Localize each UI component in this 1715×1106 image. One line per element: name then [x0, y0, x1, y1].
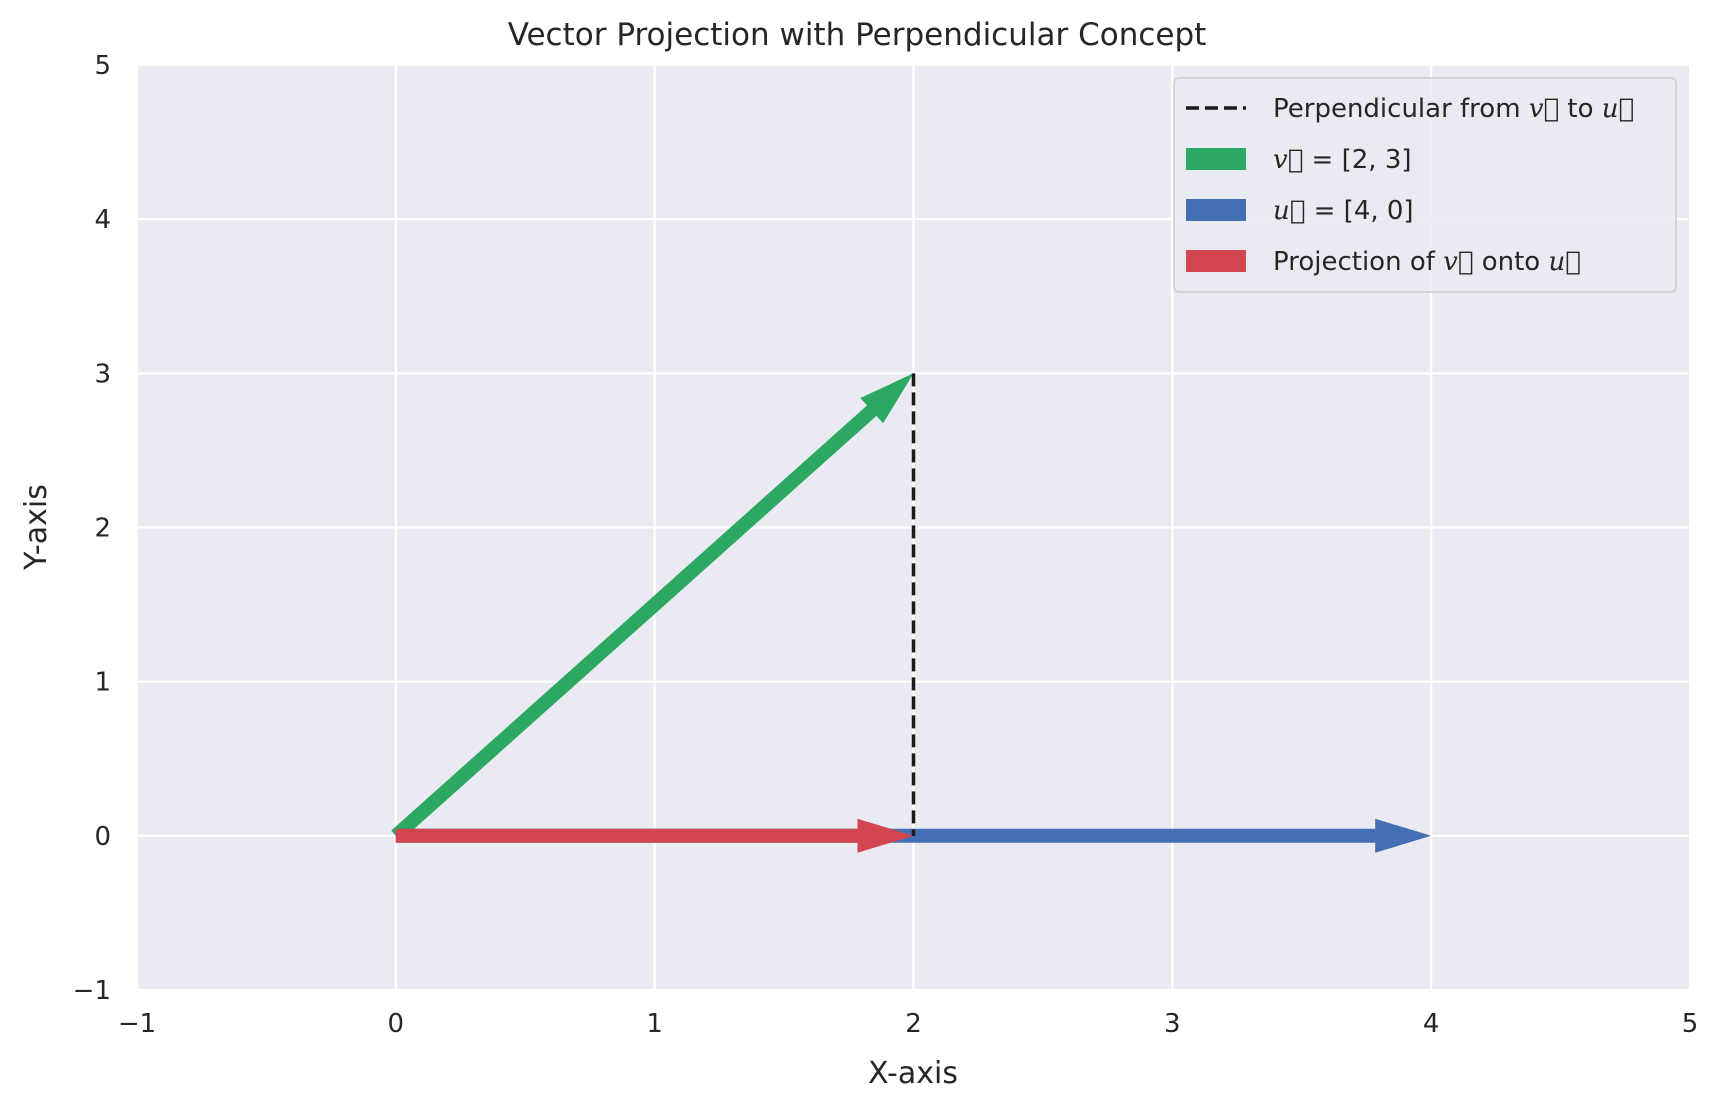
x-tick-label: 3 — [1164, 1009, 1181, 1039]
y-tick-label: 4 — [94, 205, 111, 235]
legend-box — [1173, 77, 1677, 293]
vectors — [391, 373, 1432, 853]
legend-patch-swatch — [1186, 148, 1246, 170]
y-axis-label: Y-axis — [19, 484, 54, 571]
y-tick-label: 0 — [94, 822, 111, 852]
x-axis-label: X-axis — [868, 1056, 958, 1091]
vector-proj-arrow — [395, 818, 914, 853]
legend-patch-swatch — [1186, 250, 1246, 272]
legend-label: v⃗ = [2, 3] — [1273, 145, 1412, 175]
x-tick-label: 0 — [388, 1009, 405, 1039]
x-tick-label: 2 — [905, 1009, 922, 1039]
legend-label: Perpendicular from v⃗ to u⃗ — [1273, 94, 1634, 124]
y-tick-label: 5 — [94, 51, 111, 81]
legend-label: Projection of v⃗ onto u⃗ — [1273, 247, 1581, 277]
legend-patch-swatch — [1186, 199, 1246, 221]
chart-title: Vector Projection with Perpendicular Con… — [508, 17, 1207, 53]
x-tick-label: 5 — [1682, 1009, 1699, 1039]
x-tick-label: 1 — [646, 1009, 663, 1039]
x-tick-label: −1 — [118, 1009, 156, 1039]
legend: Perpendicular from v⃗ to u⃗ v⃗ = [2, 3] u⃗… — [1173, 77, 1677, 293]
tick-labels: −1 0 1 2 3 4 5 −1 0 1 2 3 4 5 — [73, 51, 1699, 1039]
x-tick-label: 4 — [1423, 1009, 1440, 1039]
y-tick-label: −1 — [73, 976, 111, 1006]
y-tick-label: 3 — [94, 359, 111, 389]
legend-label: u⃗ = [4, 0] — [1273, 196, 1414, 226]
y-tick-label: 2 — [94, 514, 111, 544]
vector-v-arrow — [391, 373, 914, 842]
y-tick-label: 1 — [94, 668, 111, 698]
